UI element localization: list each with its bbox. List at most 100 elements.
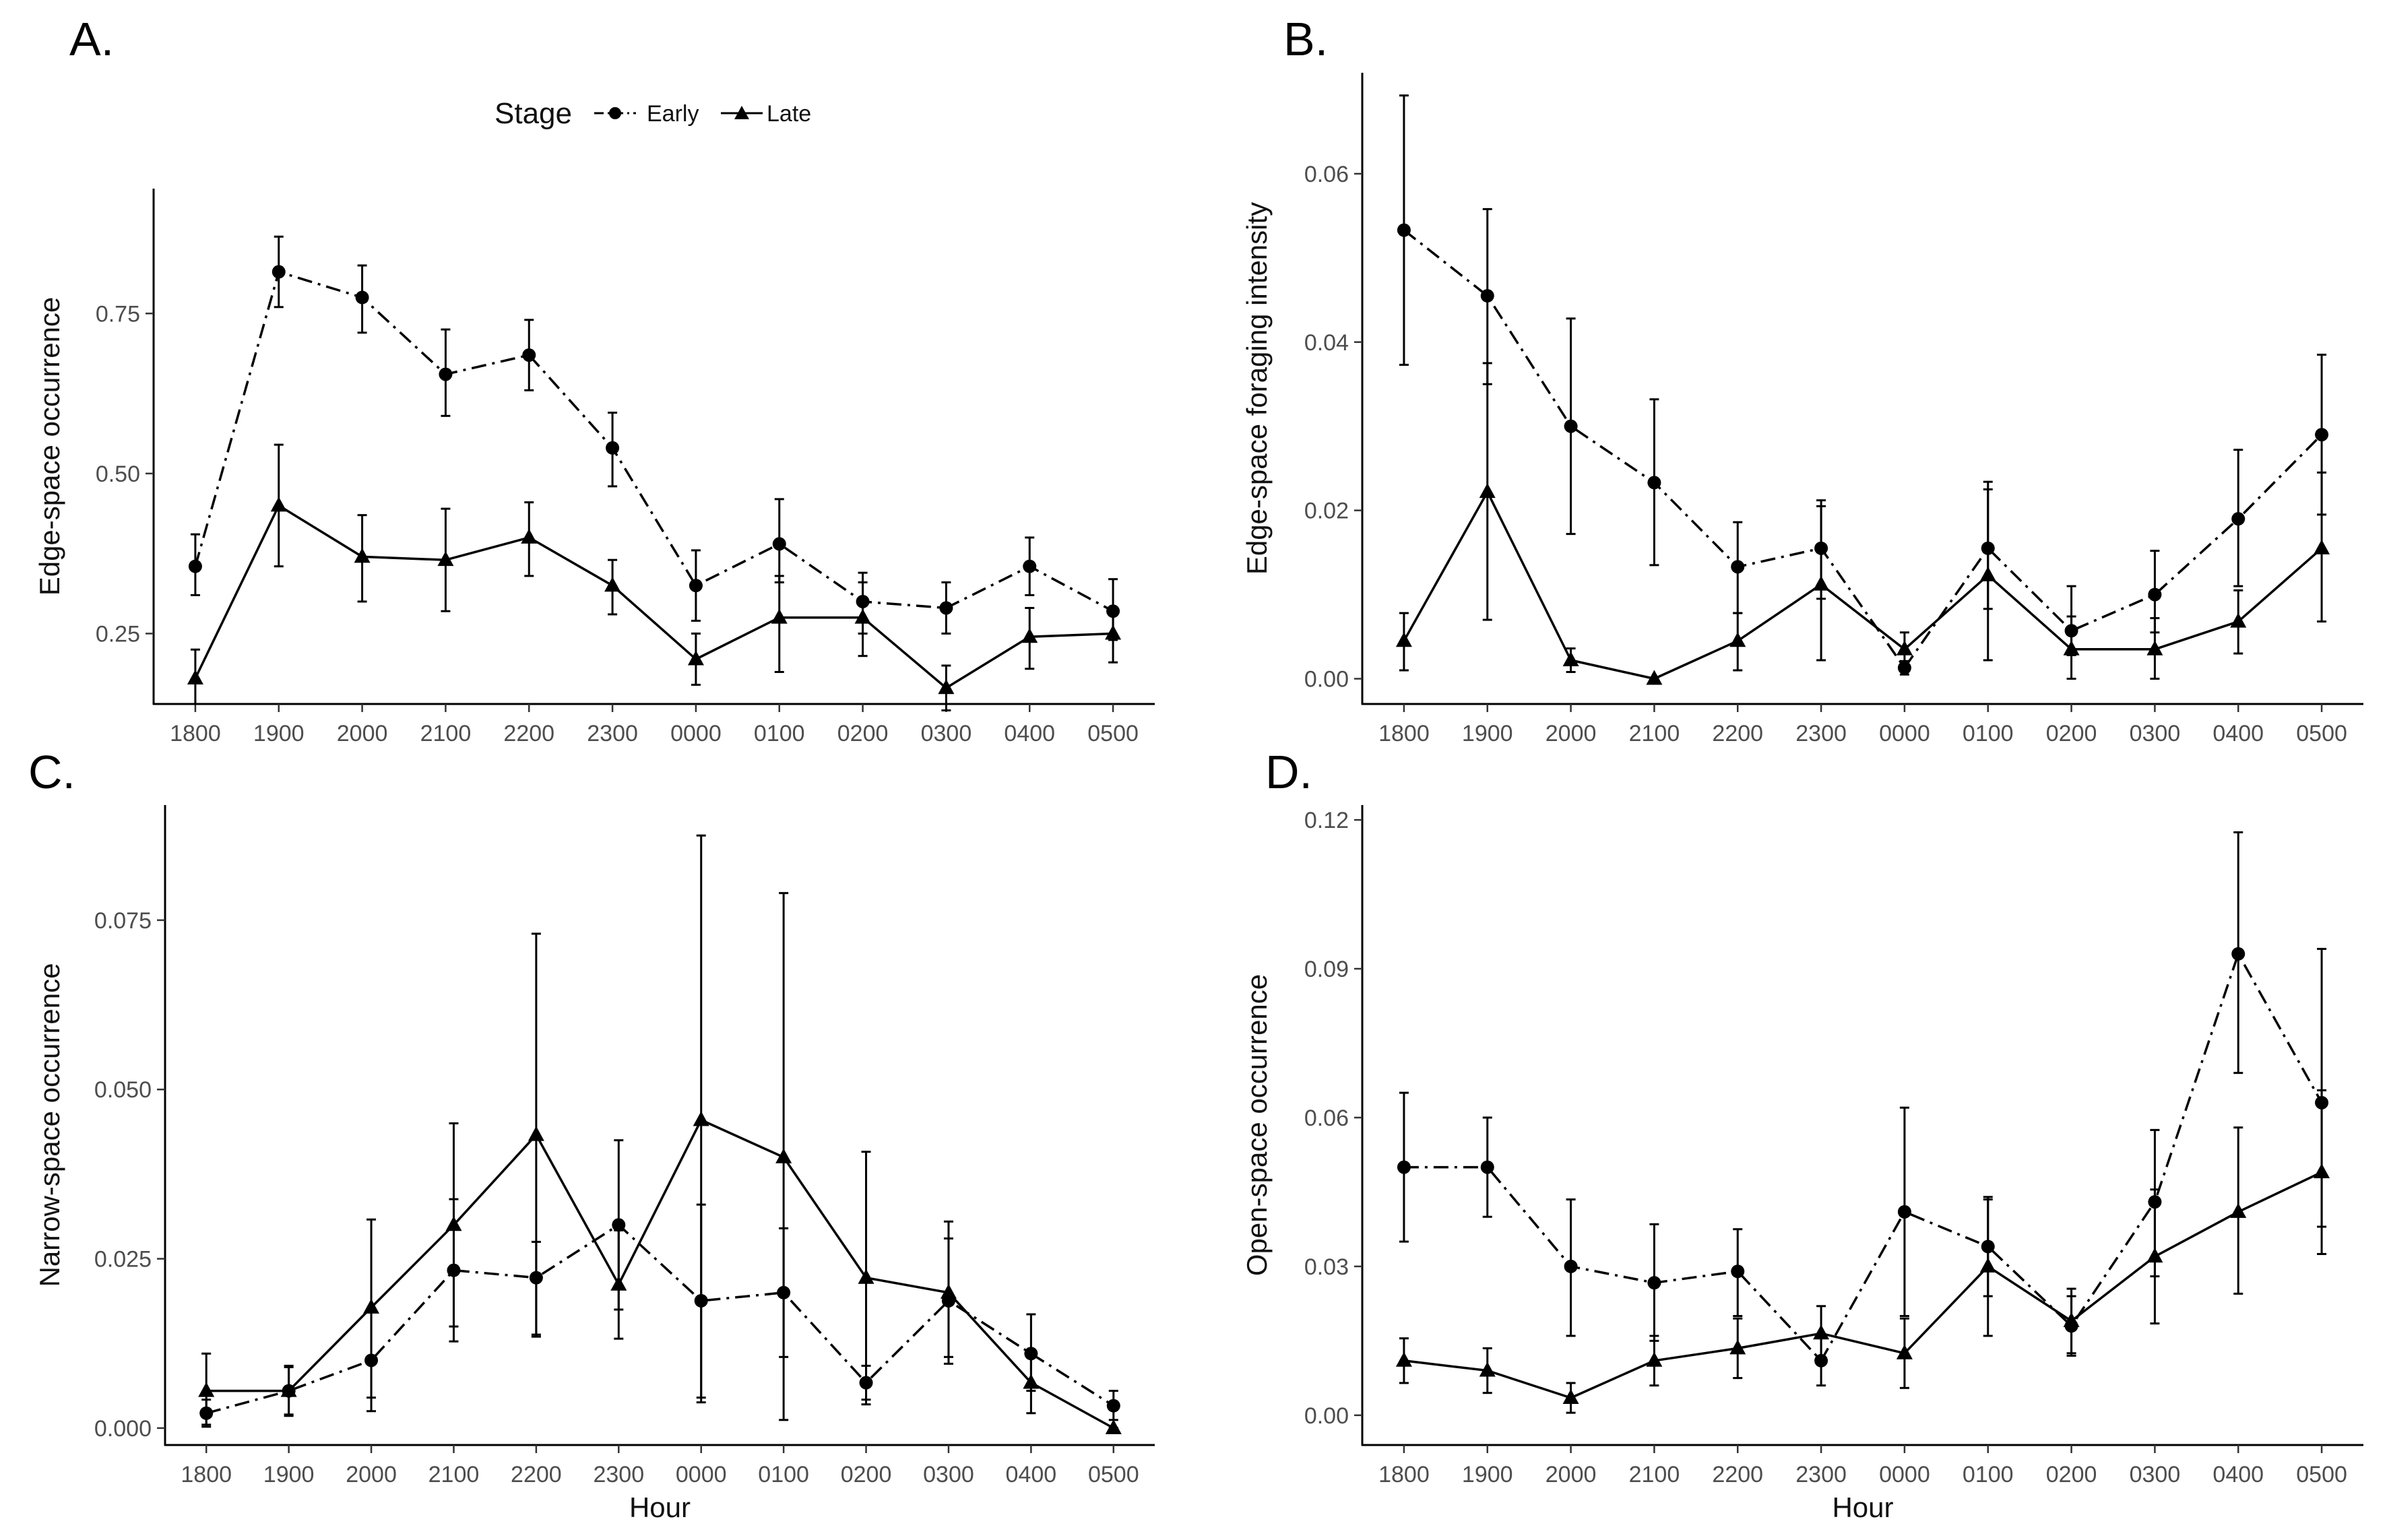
data-point — [2230, 612, 2247, 628]
series-line — [194, 270, 1114, 612]
series-late — [1395, 1089, 2330, 1414]
data-point — [2148, 587, 2162, 602]
x-tick-label: 1800 — [181, 1462, 232, 1487]
x-axis-title: Hour — [629, 1491, 691, 1523]
x-tick-label: 2100 — [420, 721, 472, 746]
x-tick-label: 0500 — [2296, 721, 2347, 746]
data-point — [1729, 632, 1746, 647]
x-tick-label: 2200 — [1712, 721, 1763, 746]
x-tick-label: 1900 — [1462, 721, 1513, 746]
y-tick-label: 0.00 — [1304, 667, 1349, 693]
x-tick-label: 1900 — [1462, 1462, 1513, 1487]
data-point — [188, 559, 202, 573]
data-point — [272, 265, 286, 279]
data-point — [354, 548, 371, 563]
data-point — [1979, 566, 1996, 581]
data-point — [363, 1298, 380, 1314]
data-point — [2231, 947, 2245, 961]
x-tick-label: 0200 — [2046, 1462, 2097, 1487]
data-point — [1731, 560, 1745, 574]
data-point — [2063, 1312, 2080, 1327]
legend-label-late: Late — [767, 101, 811, 127]
data-point — [689, 579, 703, 593]
series-late — [1395, 362, 2330, 685]
data-point — [355, 290, 369, 304]
data-point — [1646, 1351, 1663, 1367]
y-tick-label: 0.025 — [94, 1247, 152, 1273]
data-point — [1564, 1259, 1578, 1273]
y-tick-label: 0.03 — [1304, 1254, 1349, 1280]
data-point — [693, 1111, 709, 1126]
data-point — [522, 348, 536, 362]
data-point — [280, 1382, 297, 1397]
x-axis-title: Hour — [1832, 1491, 1893, 1523]
x-tick-label: 0200 — [2046, 721, 2097, 746]
y-tick-label: 0.25 — [96, 621, 140, 647]
x-tick-label: 0500 — [2296, 1462, 2347, 1487]
data-point — [939, 601, 953, 615]
data-point — [775, 1148, 792, 1163]
y-tick-label: 0.00 — [1304, 1403, 1349, 1429]
data-point — [439, 367, 453, 381]
x-tick-label: 0000 — [1879, 721, 1930, 746]
x-tick-label: 2200 — [1712, 1462, 1763, 1487]
data-point — [521, 528, 538, 544]
data-point — [1395, 1351, 1412, 1367]
series-late — [187, 443, 1122, 712]
y-axis-title: Narrow-space occurrence — [34, 963, 65, 1287]
x-tick-label: 0300 — [923, 1462, 974, 1487]
x-tick-label: 0000 — [676, 1462, 727, 1487]
data-point — [2231, 512, 2245, 526]
y-tick-label: 0.04 — [1304, 330, 1349, 356]
data-point — [1564, 419, 1578, 433]
x-tick-label: 2000 — [337, 721, 388, 746]
x-tick-label: 0500 — [1087, 721, 1139, 746]
x-tick-label: 0400 — [1004, 721, 1055, 746]
y-tick-label: 0.000 — [94, 1416, 152, 1442]
data-point — [445, 1216, 462, 1231]
x-tick-label: 0400 — [2212, 721, 2264, 746]
series-line — [205, 1223, 1114, 1415]
series-early — [199, 1139, 1120, 1428]
data-point — [1106, 1399, 1120, 1413]
data-point — [2314, 539, 2330, 554]
data-point — [1105, 624, 1122, 640]
x-tick-label: 0100 — [758, 1462, 809, 1487]
legend: Stage Early Late — [495, 97, 811, 130]
y-tick-label: 0.75 — [96, 301, 140, 327]
x-tick-label: 1800 — [1378, 1462, 1430, 1487]
legend-key-early — [594, 107, 636, 119]
chart-panel-2: B. 0.00 0.02 0.04 0.06 1800 1900 2000 2100 2200 23… — [1241, 13, 2363, 746]
data-point — [1397, 1160, 1411, 1174]
data-point — [1897, 661, 1911, 675]
x-tick-label: 0100 — [754, 721, 805, 746]
data-point — [1023, 559, 1037, 573]
x-tick-label: 0400 — [1006, 1462, 1057, 1487]
x-tick-label: 0300 — [2130, 1462, 2181, 1487]
x-tick-label: 0200 — [837, 721, 889, 746]
x-tick-label: 0000 — [1879, 1462, 1930, 1487]
y-axis-title: Edge-space foraging intensity — [1241, 202, 1273, 575]
data-point — [1813, 1324, 1830, 1340]
x-tick-label: 2000 — [1546, 721, 1597, 746]
data-point — [771, 608, 788, 624]
x-tick-label: 2100 — [1629, 1462, 1680, 1487]
data-point — [1896, 1344, 1913, 1359]
data-point — [1813, 575, 1830, 591]
data-point — [1479, 483, 1496, 499]
data-point — [1395, 632, 1412, 647]
data-point — [2314, 1163, 2330, 1178]
data-point — [187, 669, 203, 684]
data-point — [1105, 1419, 1122, 1434]
x-tick-label: 2100 — [1629, 721, 1680, 746]
data-point — [437, 551, 454, 567]
panel-label: B. — [1283, 13, 1328, 65]
x-tick-label: 0500 — [1088, 1462, 1139, 1487]
series-early — [1397, 94, 2329, 676]
legend-key-late — [721, 106, 763, 119]
data-point — [1896, 640, 1913, 655]
data-point — [1647, 1276, 1661, 1290]
series-line — [194, 504, 1114, 689]
data-point — [1021, 628, 1038, 643]
